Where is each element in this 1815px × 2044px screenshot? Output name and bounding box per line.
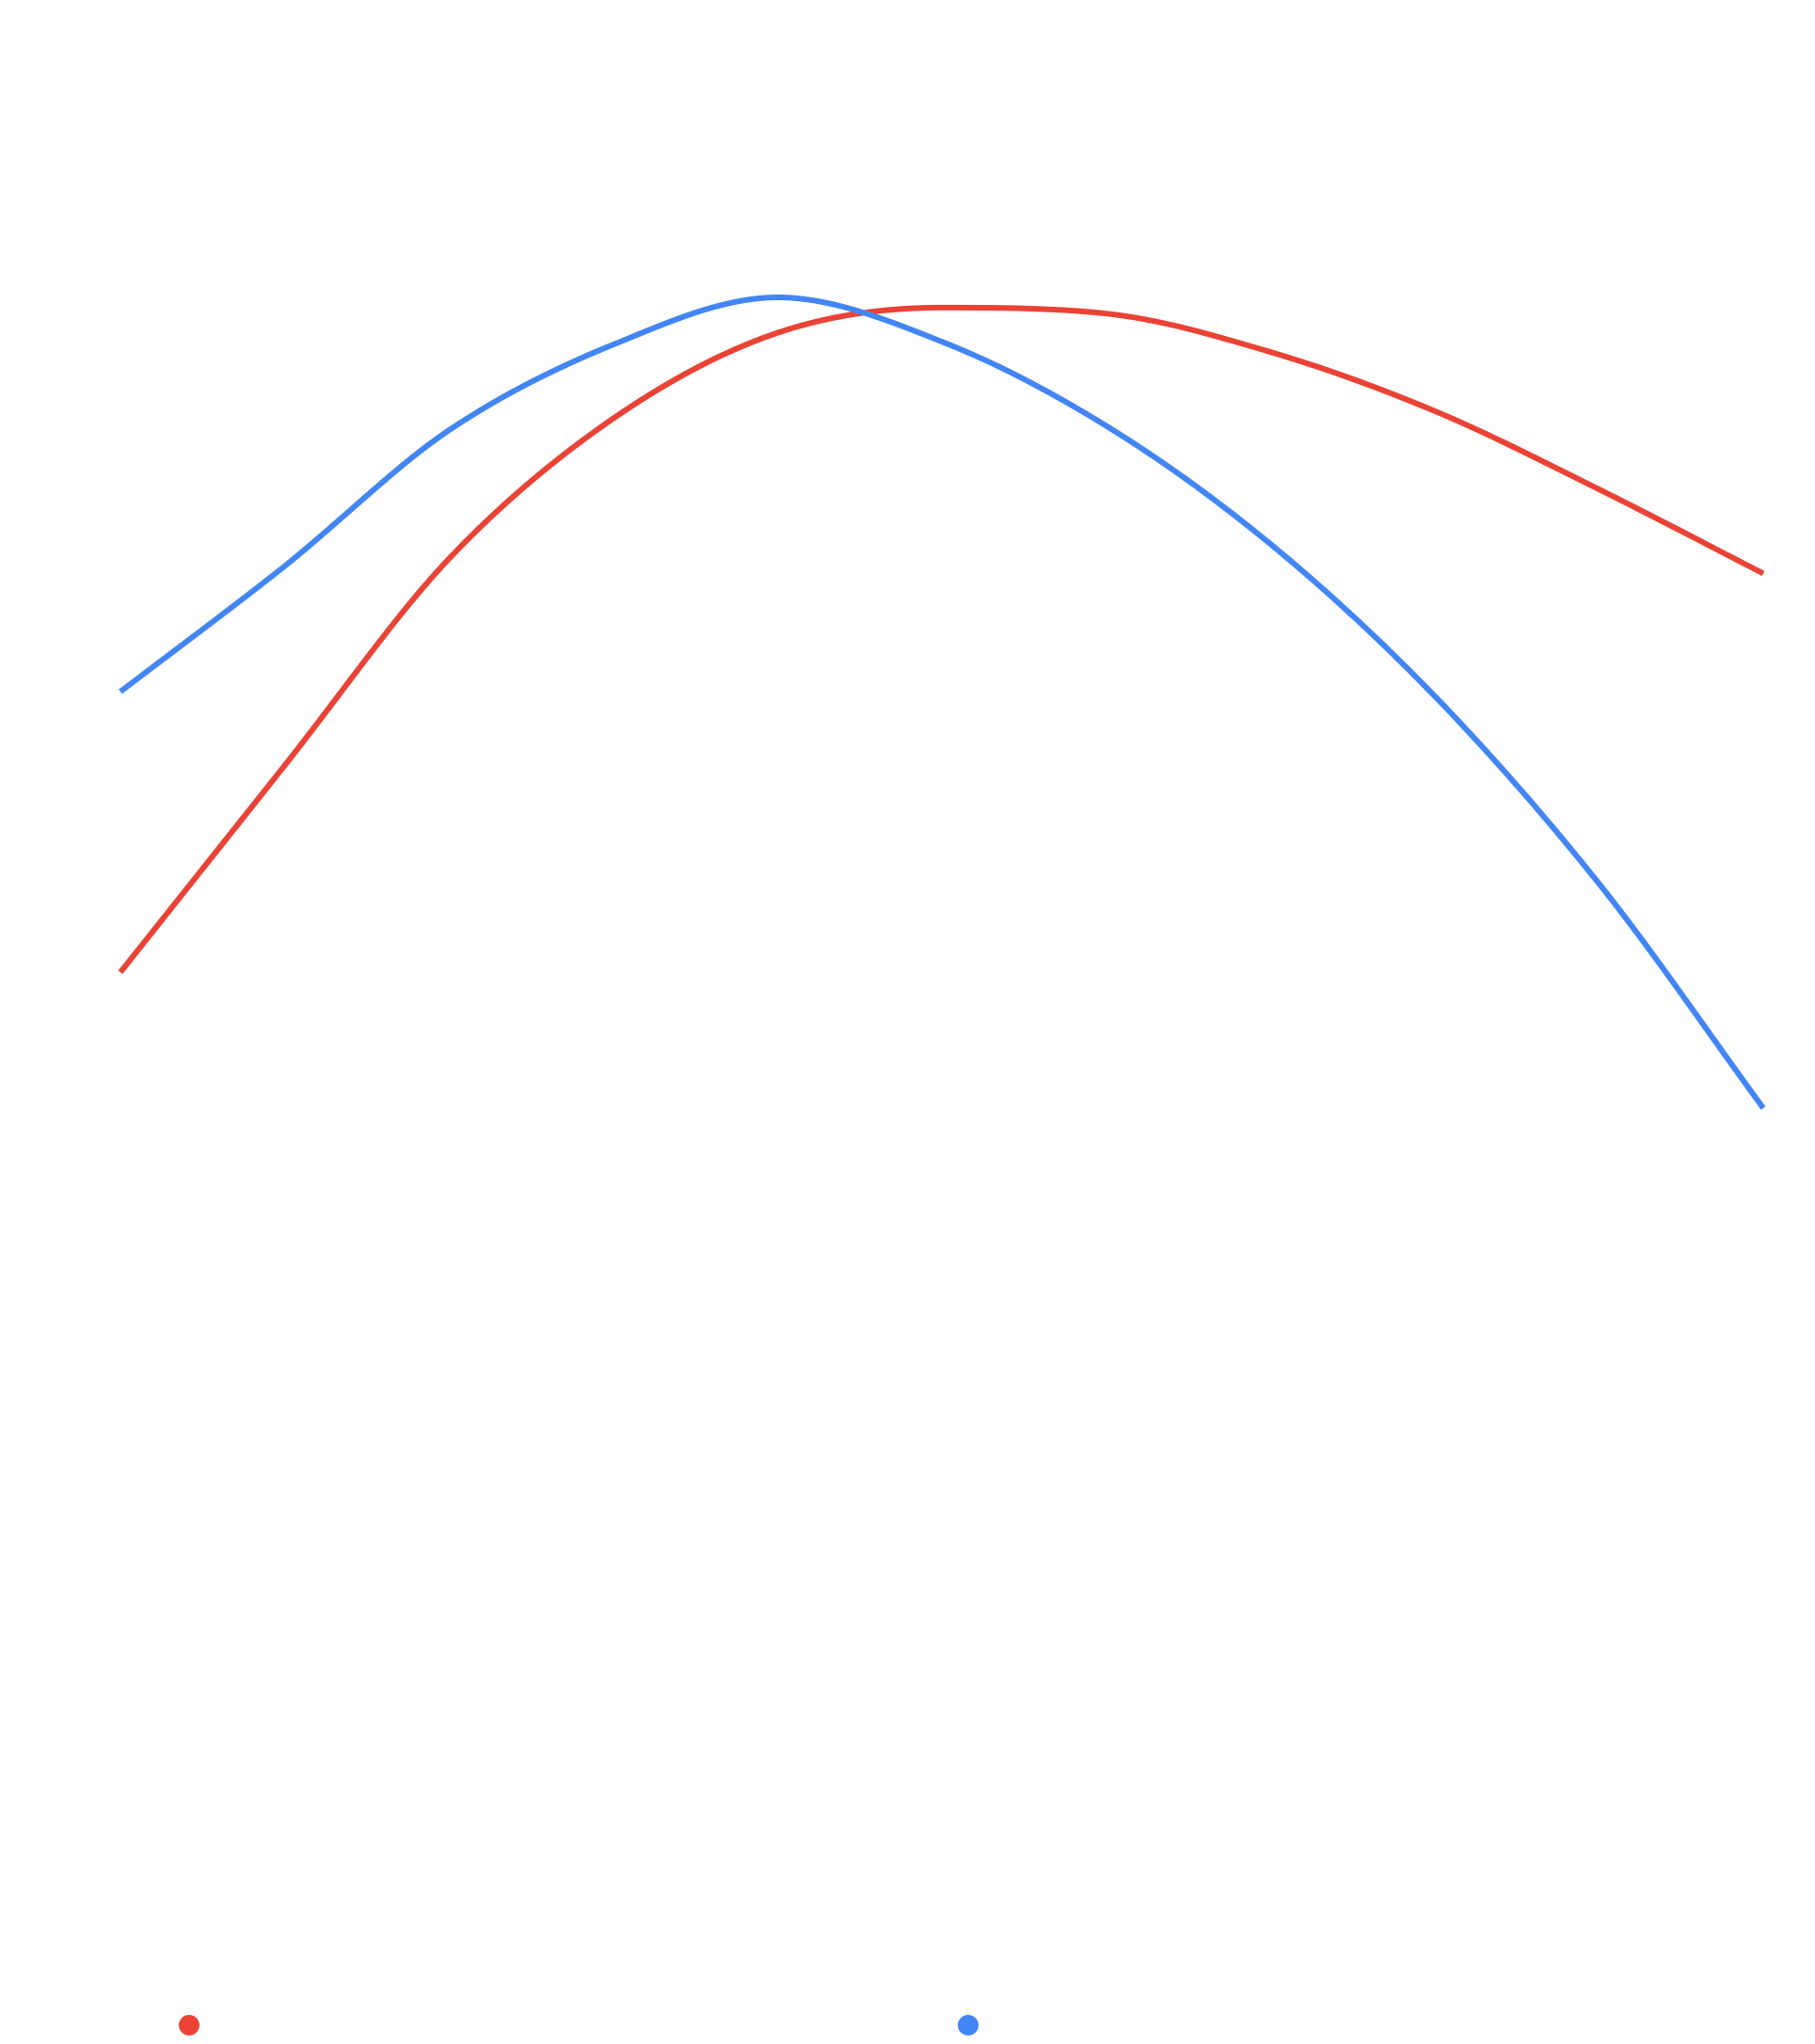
plot-area bbox=[118, 294, 1766, 1110]
series-line-2 bbox=[119, 294, 1766, 1110]
legend-marker-series-1 bbox=[179, 2015, 199, 2036]
legend-marker-series-2 bbox=[958, 2015, 979, 2036]
series-line-1 bbox=[118, 304, 1765, 974]
legend bbox=[179, 2015, 979, 2036]
